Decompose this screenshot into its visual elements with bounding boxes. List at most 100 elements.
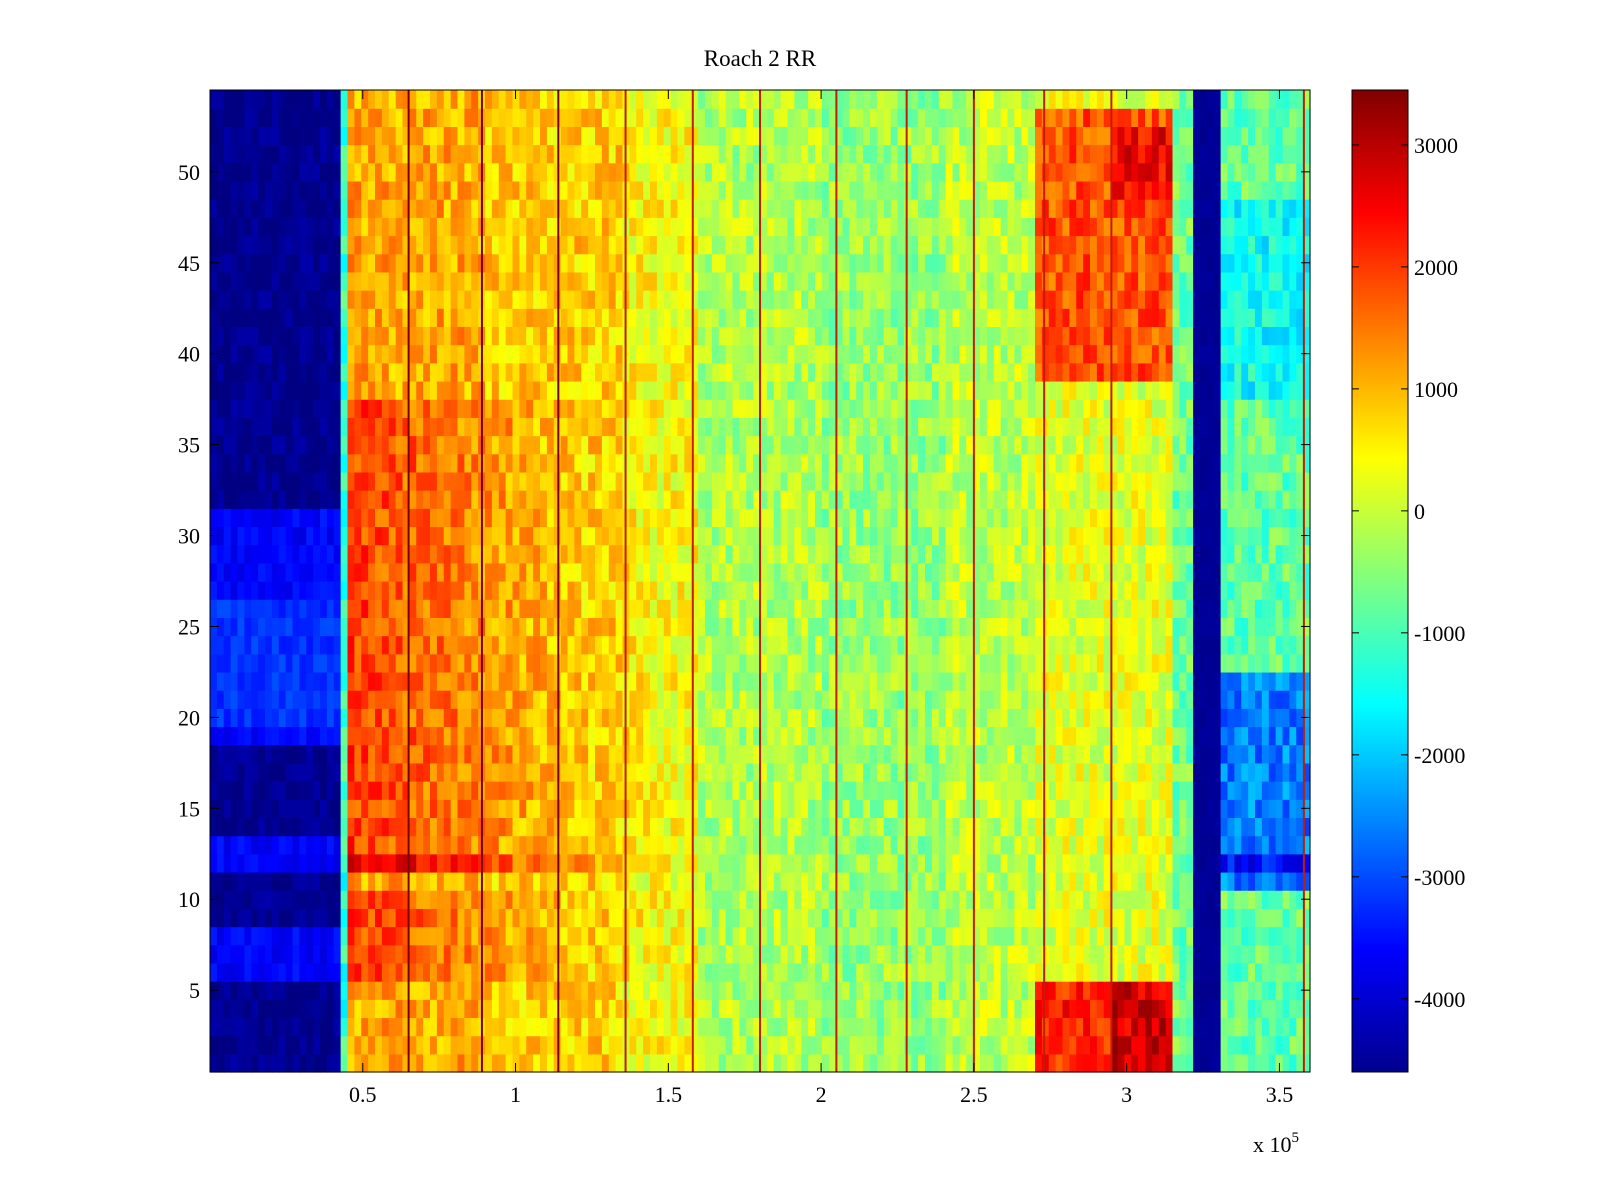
heatmap-cell: [320, 671, 328, 691]
heatmap-cell: [216, 781, 225, 800]
heatmap-cell: [1158, 690, 1167, 709]
heatmap-cell: [313, 1017, 321, 1037]
heatmap-cell: [821, 890, 830, 909]
heatmap-cell: [1145, 962, 1153, 982]
heatmap-cell: [1138, 853, 1146, 873]
heatmap-cell: [540, 526, 548, 546]
heatmap-cell: [904, 944, 912, 964]
heatmap-cell: [787, 781, 795, 800]
heatmap-cell: [1165, 762, 1174, 782]
heatmap-cell: [210, 635, 218, 655]
heatmap-cell: [629, 962, 637, 982]
heatmap-cell: [753, 744, 761, 764]
heatmap-cell: [1131, 635, 1139, 655]
heatmap-cell: [581, 762, 589, 782]
heatmap-cell: [705, 744, 713, 764]
heatmap-cell: [663, 762, 672, 782]
heatmap-cell: [354, 599, 362, 618]
heatmap-cell: [1234, 762, 1242, 782]
heatmap-cell: [746, 835, 754, 855]
heatmap-cell: [918, 708, 926, 728]
heatmap-cell: [1028, 581, 1036, 600]
heatmap-cell: [643, 708, 651, 728]
heatmap-cell: [808, 617, 816, 637]
heatmap-cell: [491, 599, 500, 618]
heatmap-cell: [1117, 526, 1125, 546]
heatmap-cell: [485, 562, 493, 582]
heatmap-cell: [1282, 671, 1290, 691]
heatmap-cell: [773, 671, 782, 691]
heatmap-cell: [801, 599, 809, 618]
heatmap-cell: [1241, 581, 1249, 600]
heatmap-cell: [849, 890, 857, 909]
heatmap-cell: [251, 1017, 259, 1037]
heatmap-cell: [643, 817, 651, 837]
heatmap-cell: [870, 908, 878, 928]
heatmap-cell: [1007, 726, 1015, 746]
heatmap-cell: [787, 981, 795, 1000]
heatmap-cell: [388, 1017, 397, 1037]
heatmap-cell: [320, 599, 328, 618]
heatmap-cell: [1028, 817, 1036, 837]
heatmap-cell: [801, 762, 809, 782]
heatmap-cell: [918, 544, 926, 564]
heatmap-cell: [705, 817, 713, 837]
heatmap-cell: [457, 1053, 465, 1073]
heatmap-cell: [340, 1053, 349, 1073]
heatmap-cell: [746, 799, 754, 819]
heatmap-cell: [519, 544, 527, 564]
heatmap-cell: [1268, 762, 1277, 782]
heatmap-cell: [361, 981, 369, 1000]
heatmap-cell: [1241, 926, 1249, 946]
heatmap-cell: [684, 1017, 692, 1037]
heatmap-cell: [821, 908, 830, 928]
heatmap-cell: [684, 635, 692, 655]
heatmap-cell: [258, 817, 266, 837]
heatmap-cell: [381, 508, 390, 528]
heatmap-cell: [1261, 762, 1270, 782]
heatmap-cell: [1289, 926, 1297, 946]
heatmap-cell: [443, 490, 452, 509]
heatmap-cell: [505, 1017, 514, 1037]
heatmap-cell: [395, 908, 404, 928]
heatmap-cell: [670, 962, 679, 982]
heatmap-cell: [567, 817, 575, 837]
heatmap-cell: [952, 1053, 960, 1073]
heatmap-cell: [636, 508, 644, 528]
heatmap-cell: [1227, 708, 1235, 728]
heatmap-cell: [677, 1035, 685, 1055]
heatmap-cell: [471, 962, 479, 982]
heatmap-cell: [333, 744, 342, 764]
heatmap-cell: [1124, 635, 1132, 655]
heatmap-cell: [1289, 890, 1297, 909]
heatmap-cell: [1124, 962, 1132, 982]
heatmap-cell: [1110, 653, 1119, 673]
heatmap-cell: [1028, 835, 1036, 855]
heatmap-cell: [519, 744, 527, 764]
heatmap-cell: [1048, 926, 1057, 946]
heatmap-cell: [1096, 617, 1105, 637]
heatmap-cell: [347, 926, 355, 946]
heatmap-cell: [299, 671, 307, 691]
heatmap-cell: [1055, 962, 1064, 982]
heatmap-cell: [1138, 962, 1146, 982]
heatmap-cell: [629, 1017, 637, 1037]
heatmap-cell: [533, 544, 541, 564]
heatmap-cell: [601, 617, 610, 637]
heatmap-cell: [808, 1053, 816, 1073]
heatmap-cell: [1145, 908, 1153, 928]
heatmap-cell: [904, 926, 912, 946]
heatmap-cell: [416, 962, 424, 982]
heatmap-cell: [1158, 781, 1167, 800]
heatmap-cell: [1165, 871, 1174, 891]
heatmap-cell: [326, 999, 335, 1019]
heatmap-cell: [828, 835, 837, 855]
heatmap-cell: [1145, 799, 1153, 819]
heatmap-cell: [1090, 1035, 1098, 1055]
heatmap-cell: [973, 981, 981, 1000]
heatmap-cell: [952, 599, 960, 618]
heatmap-cell: [650, 999, 658, 1019]
heatmap-cell: [608, 544, 617, 564]
heatmap-cell: [890, 544, 899, 564]
heatmap-cell: [299, 1035, 307, 1055]
